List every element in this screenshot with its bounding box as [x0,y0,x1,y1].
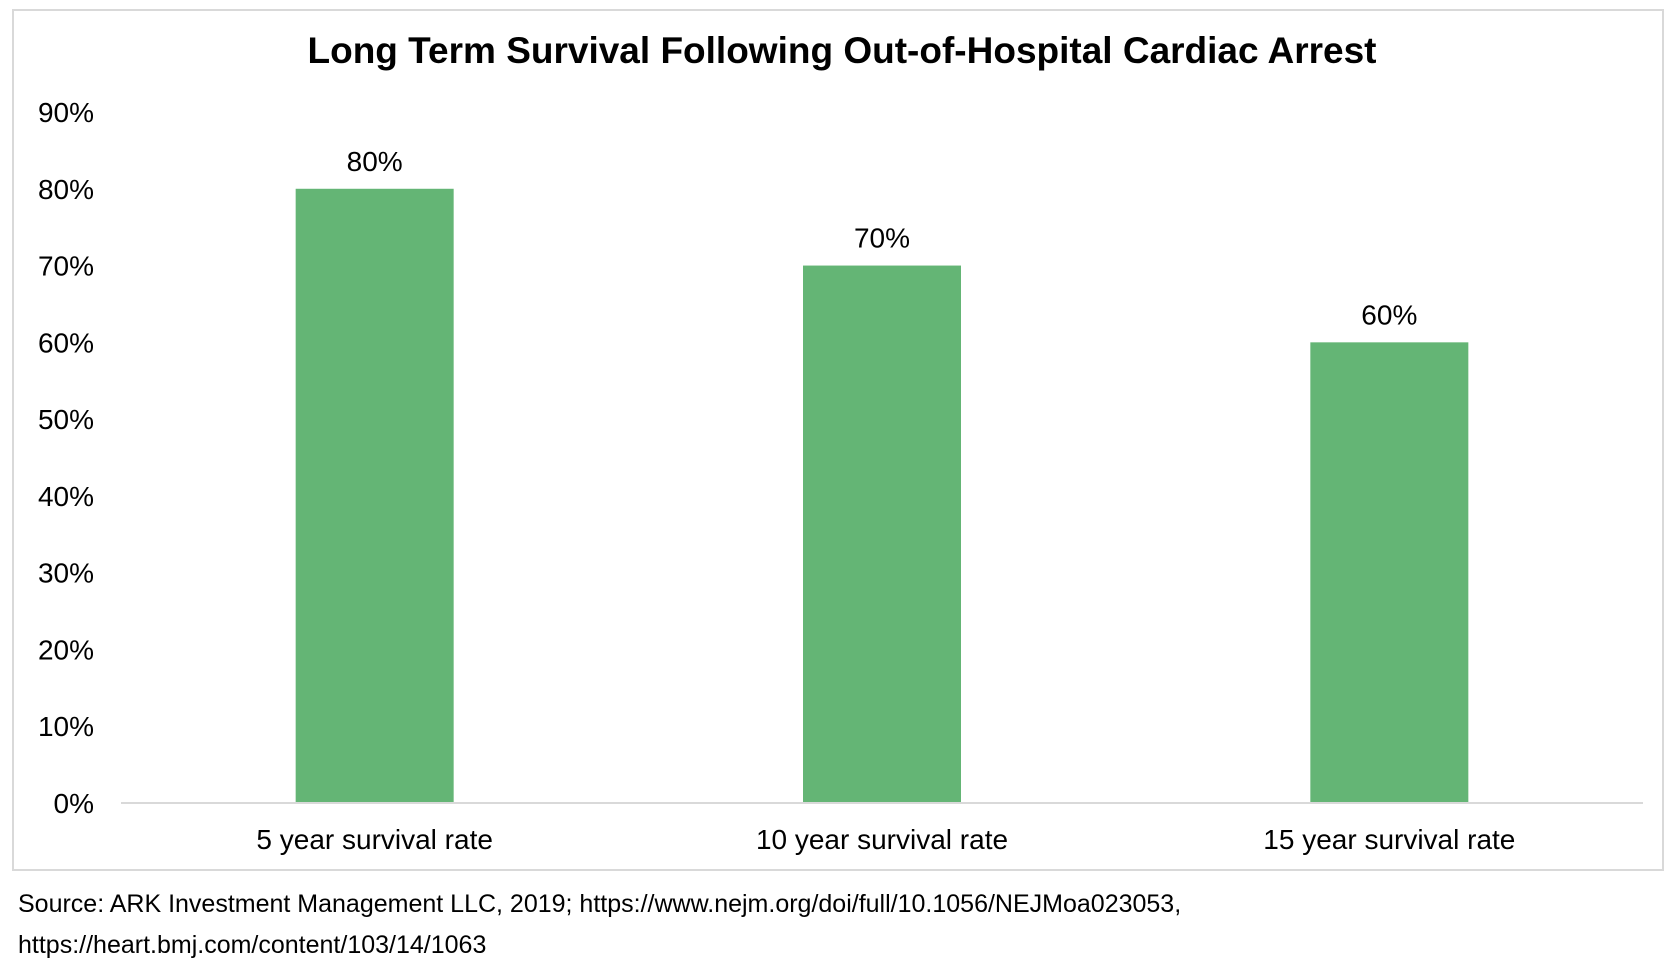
x-axis-tick-labels: 5 year survival rate 10 year survival rat… [256,824,1515,855]
x-tick-label: 10 year survival rate [756,824,1008,855]
y-tick-label: 0% [54,788,94,819]
y-tick-label: 70% [38,251,94,282]
bar-value-label: 60% [1361,299,1417,330]
y-tick-label: 90% [38,97,94,128]
x-tick-label: 5 year survival rate [256,824,493,855]
bar [1310,342,1469,803]
y-tick-label: 60% [38,327,94,358]
x-tick-label: 15 year survival rate [1263,824,1515,855]
y-tick-label: 50% [38,404,94,435]
y-tick-label: 30% [38,558,94,589]
bar-value-label: 70% [854,223,910,254]
y-tick-label: 20% [38,634,94,665]
bar-value-label: 80% [347,146,403,177]
bar-series [295,188,1469,803]
y-tick-label: 80% [38,174,94,205]
bar [295,188,454,803]
y-tick-label: 40% [38,481,94,512]
bar [803,265,961,803]
y-tick-label: 10% [38,711,94,742]
data-labels: 80% 70% 60% [347,146,1418,331]
source-note: Source: ARK Investment Management LLC, 2… [18,890,1182,959]
chart-title: Long Term Survival Following Out-of-Hosp… [308,30,1377,71]
y-axis-tick-labels: 0% 10% 20% 30% 40% 50% 60% 70% 80% 90% [38,97,94,819]
